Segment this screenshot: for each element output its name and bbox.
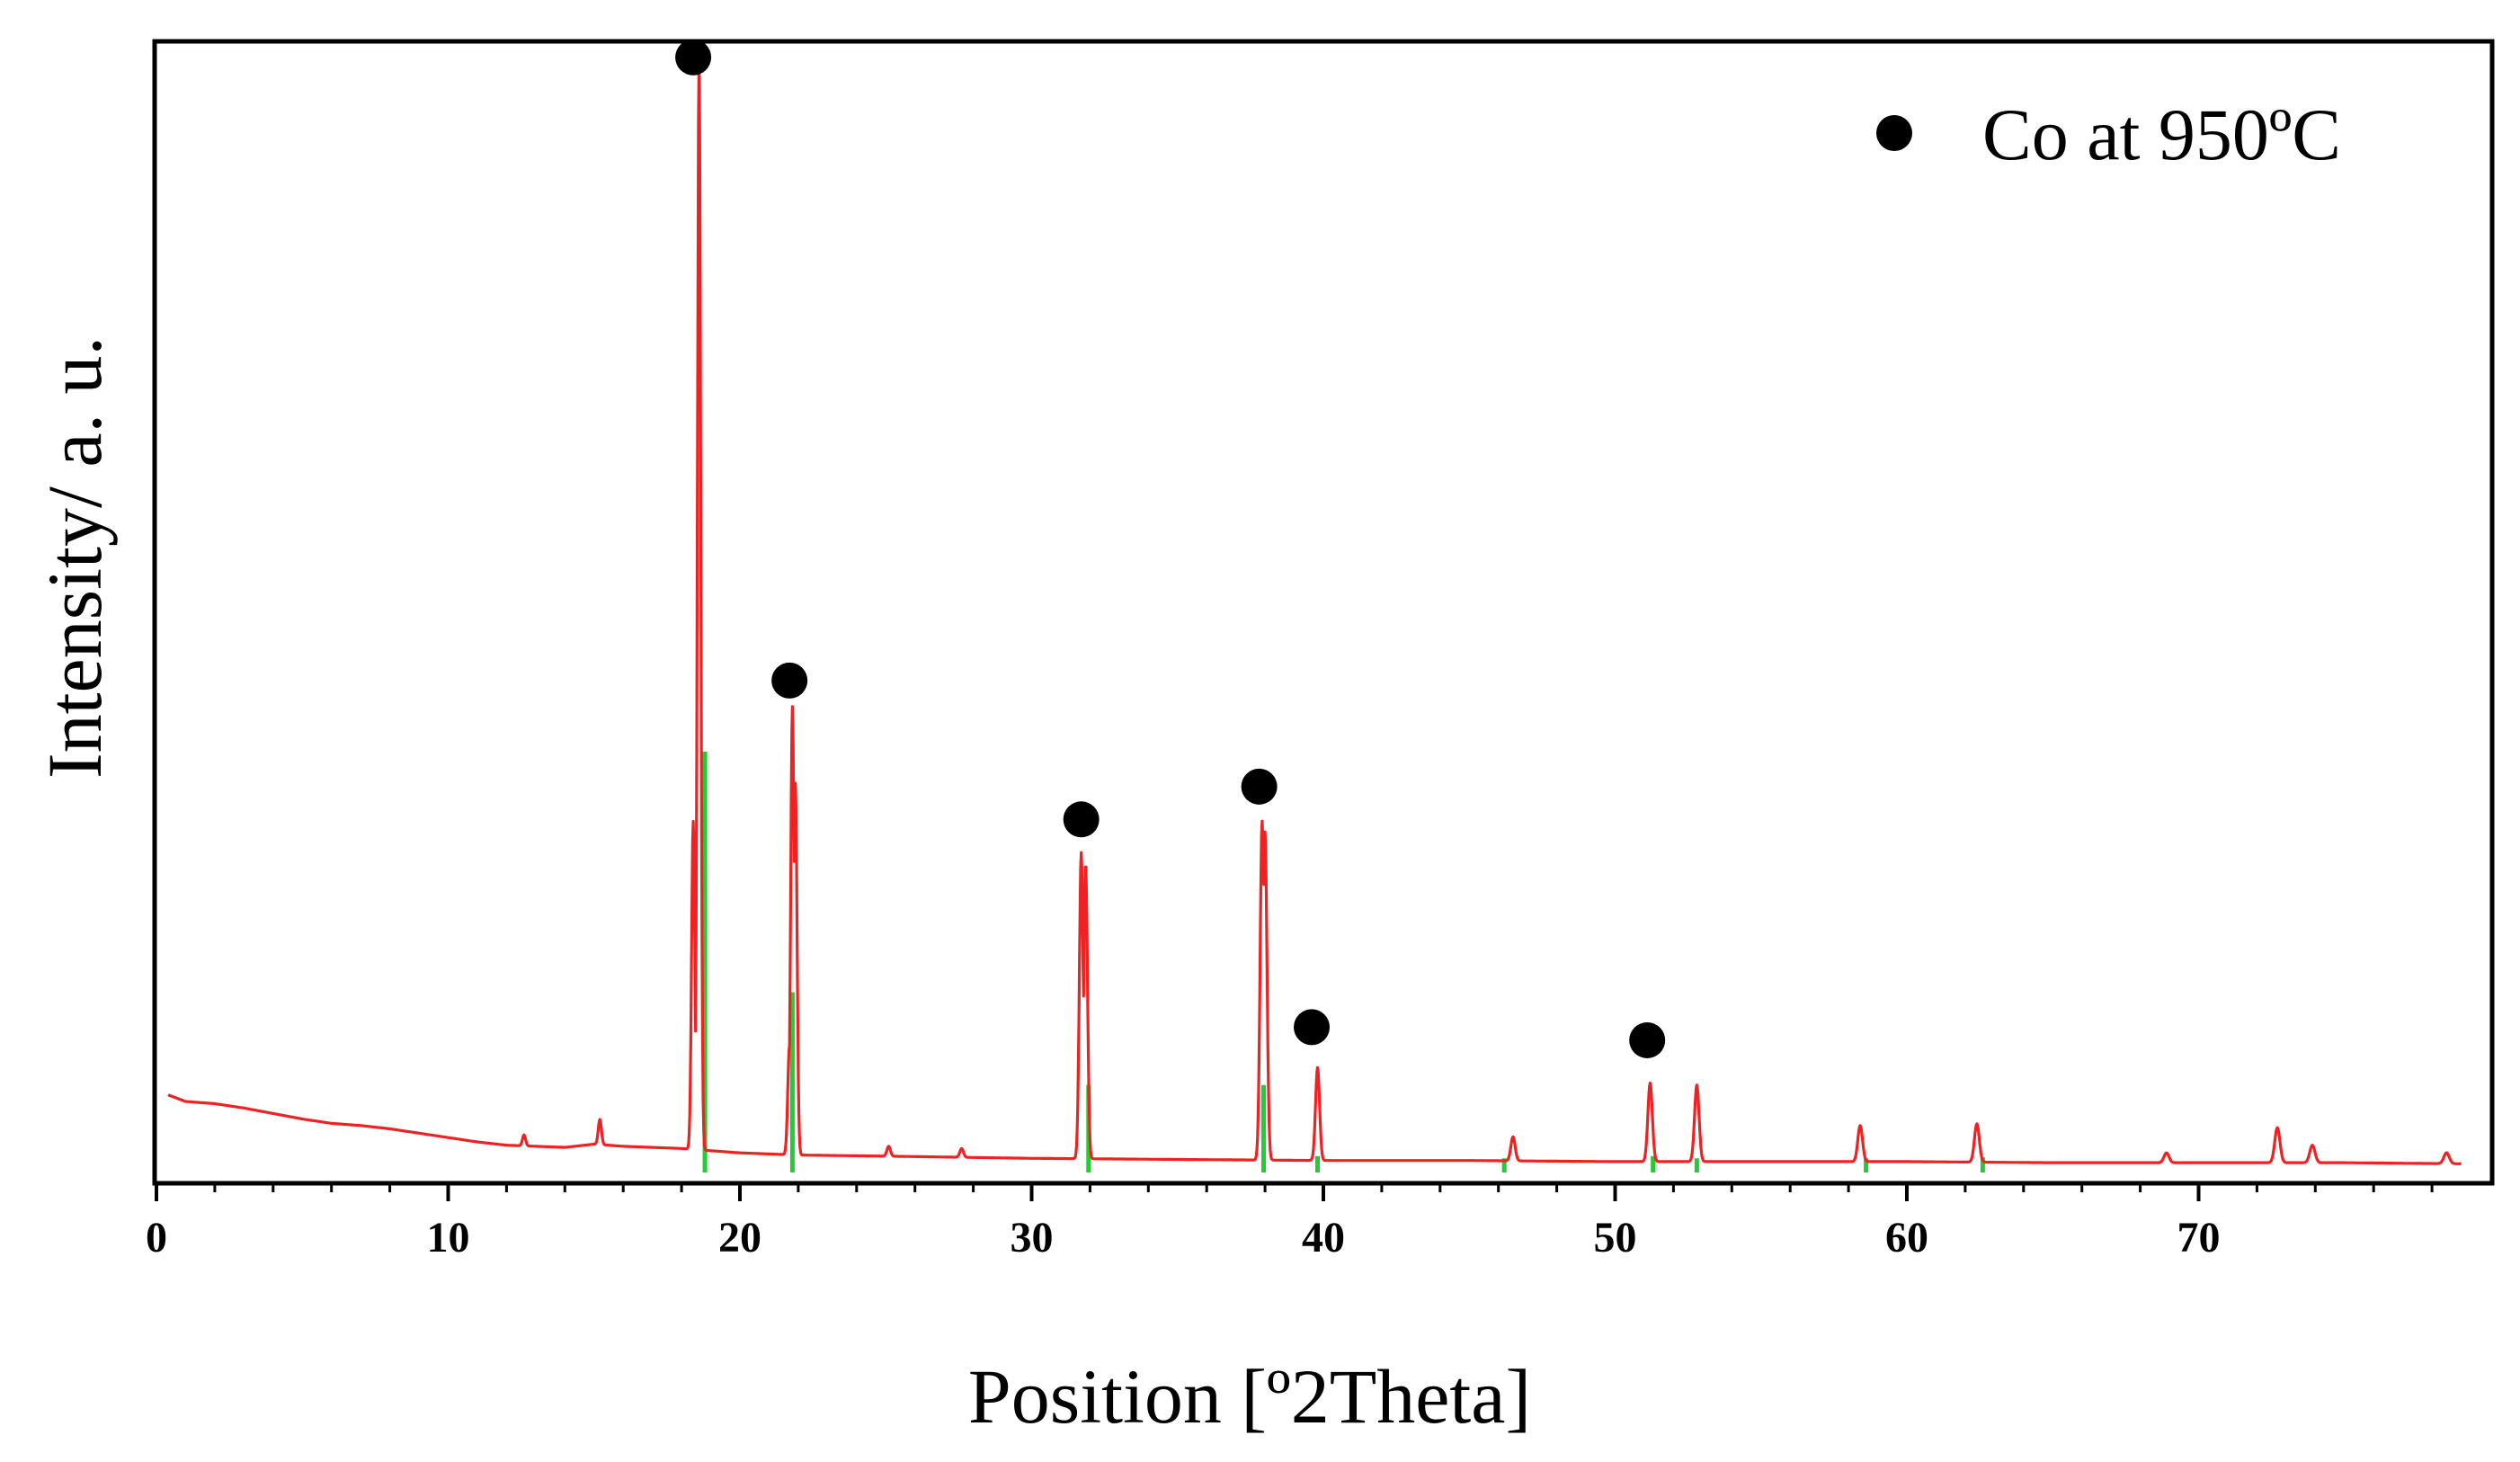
x-tick-label: 0 — [146, 1214, 167, 1261]
y-axis-label: Intensity/ a. u. — [31, 336, 118, 779]
legend-label: Co at 950ºC — [1982, 94, 2341, 175]
x-tick-label: 30 — [1011, 1214, 1054, 1261]
peak-marker — [1629, 1021, 1666, 1058]
x-tick-label: 50 — [1594, 1214, 1637, 1261]
x-tick-label: 20 — [718, 1214, 761, 1261]
plot-frame — [152, 39, 2495, 1186]
peak-marker — [1294, 1009, 1331, 1046]
peak-marker — [1241, 768, 1278, 805]
legend: Co at 950ºC — [1876, 94, 2341, 175]
pattern-line — [167, 55, 2462, 1165]
peak-markers — [675, 39, 1666, 1058]
legend-marker — [1876, 115, 1912, 151]
x-tick-label: 40 — [1302, 1214, 1345, 1261]
peak-marker — [675, 39, 712, 76]
peak-marker — [771, 662, 808, 699]
x-tick-label: 70 — [2177, 1214, 2221, 1261]
peak-marker — [1063, 801, 1100, 838]
x-tick-label: 60 — [1885, 1214, 1928, 1261]
measured-pattern — [167, 55, 2462, 1165]
x-axis-ticks: 0 10 20 30 40 50 60 70 — [146, 1183, 2434, 1261]
x-tick-label: 10 — [427, 1214, 470, 1261]
x-axis-label: Position [º2Theta] — [968, 1353, 1531, 1440]
